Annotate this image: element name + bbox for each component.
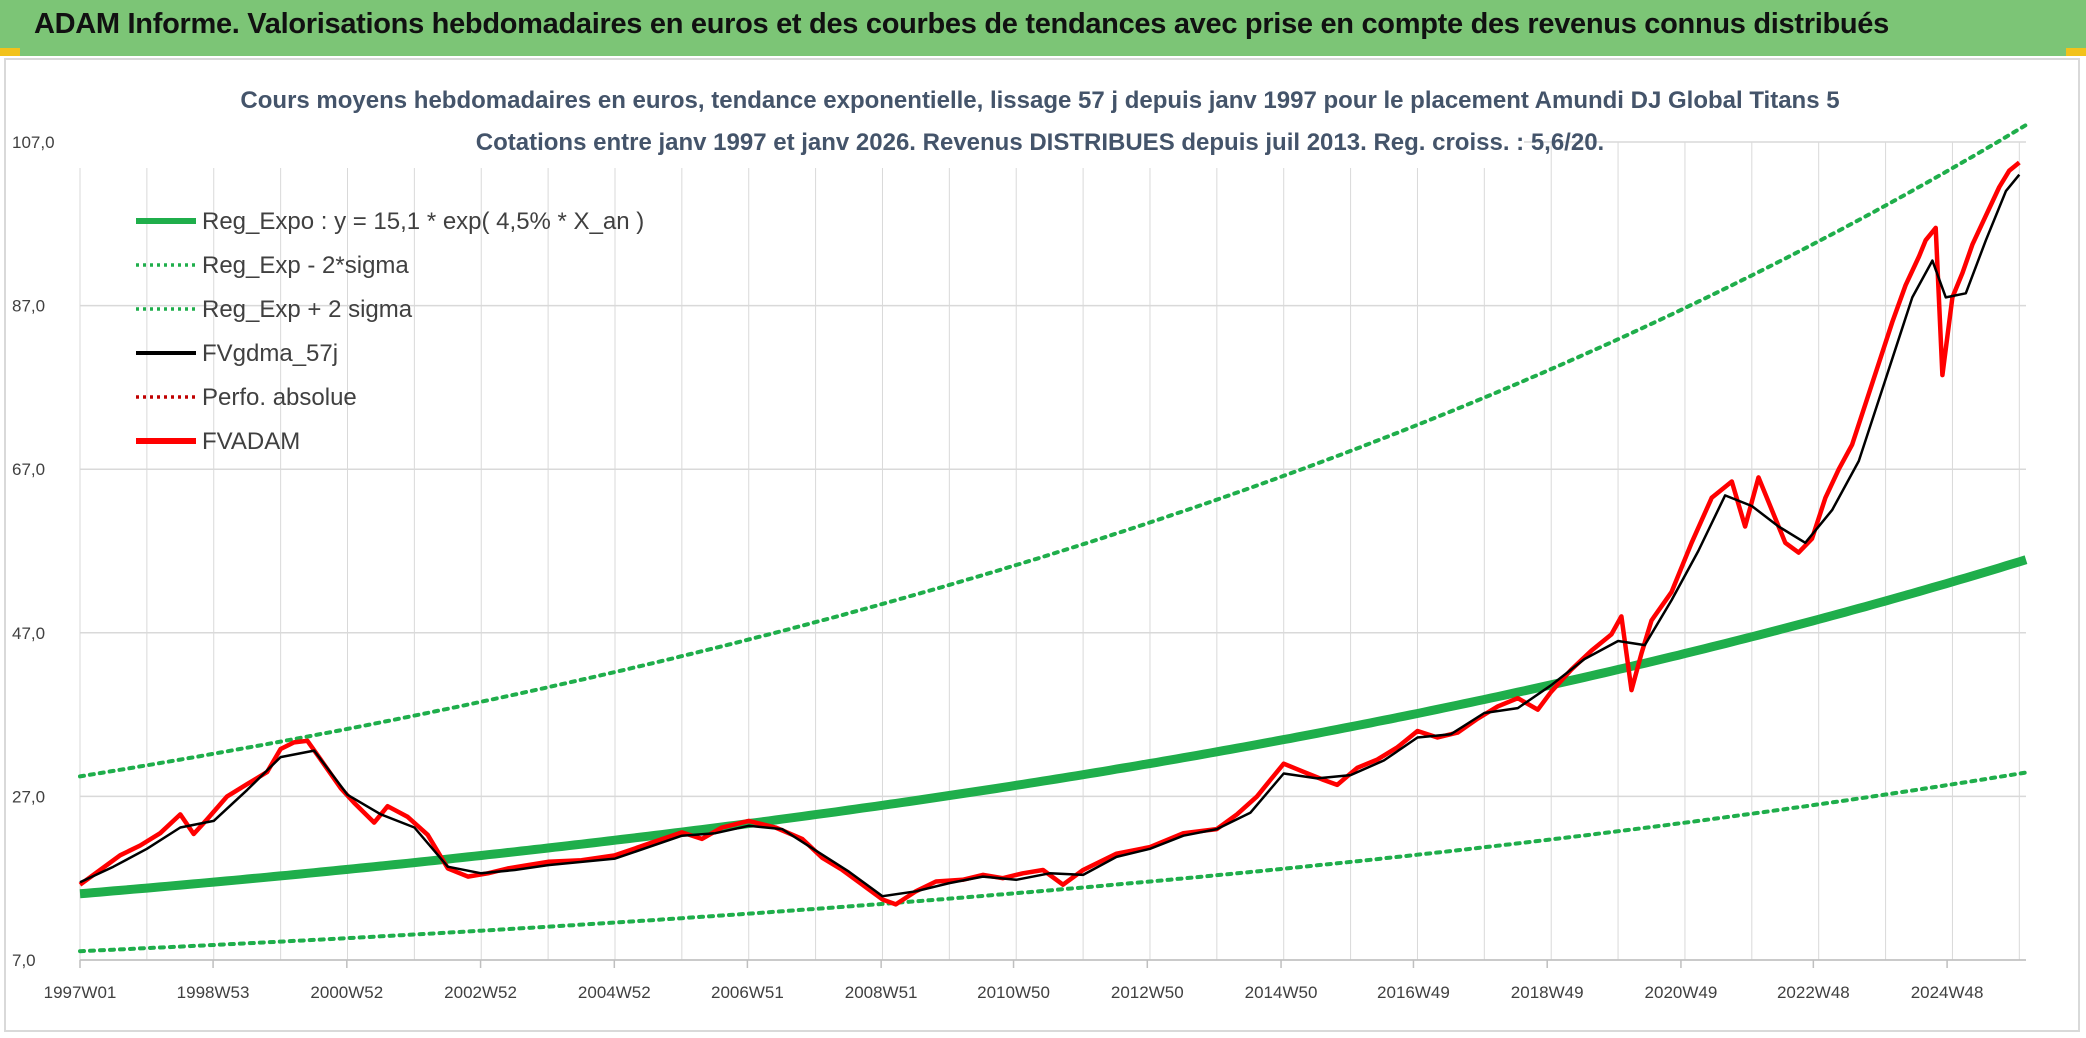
legend-label: Reg_Expo : y = 15,1 * exp( 4,5% * X_an ) [202,208,644,235]
page-title: ADAM Informe. Valorisations hebdomadaire… [34,8,1889,40]
x-tick-label: 2018W49 [1511,983,1584,1002]
y-tick-label: 87,0 [12,297,45,316]
chart-frame [4,58,2080,1032]
legend-entry: Perfo. absolue [136,384,357,411]
legend-entry: Reg_Expo : y = 15,1 * exp( 4,5% * X_an ) [136,208,644,235]
x-tick-label: 2020W49 [1645,983,1718,1002]
chart-title: Cours moyens hebdomadaires en euros, ten… [240,87,1839,114]
legend-entry: Reg_Exp - 2*sigma [136,252,409,279]
x-tick-label: 2008W51 [845,983,918,1002]
x-tick-label: 2012W50 [1111,983,1184,1002]
x-tick-label: 2010W50 [977,983,1050,1002]
x-tick-label: 2024W48 [1911,983,1984,1002]
x-tick-label: 1997W01 [44,983,117,1002]
series-layer [78,123,2028,954]
x-tick-label: 2014W50 [1245,983,1318,1002]
legend-label: Reg_Exp - 2*sigma [202,252,409,279]
x-tick-label: 1998W53 [177,983,250,1002]
legend-label: FVgdma_57j [202,340,338,367]
chart-subtitle: Cotations entre janv 1997 et janv 2026. … [476,129,1604,156]
x-tick-label: 2002W52 [444,983,517,1002]
x-tick-label: 2000W52 [310,983,383,1002]
legend-label: Perfo. absolue [202,384,357,411]
legend-label: FVADAM [202,428,300,455]
chart-title-backdrop [74,94,1524,168]
reg-exp-minus-2sigma-line [78,770,2028,954]
y-tick-label: 107,0 [12,133,55,152]
reg-expo-line [79,555,2028,899]
x-tick-label: 2016W49 [1377,983,1450,1002]
fvgdma-57j-line [79,173,2021,898]
y-tick-label: 47,0 [12,624,45,643]
x-tick-label: 2004W52 [578,983,651,1002]
axis-ticks: 7,0 27,0 47,0 67,0 87,0 107,0 1997W01 1998W53 20… [12,133,2026,1002]
banner-corner-right [2066,48,2086,56]
legend-entry: Reg_Exp + 2 sigma [136,296,413,323]
legend: Reg_Expo : y = 15,1 * exp( 4,5% * X_an )… [136,208,644,455]
header-banner: ADAM Informe. Valorisations hebdomadaire… [0,0,2086,56]
y-tick-label: 7,0 [12,951,36,970]
y-tick-label: 67,0 [12,460,45,479]
banner-corner-left [0,48,20,56]
legend-entry: FVADAM [136,428,300,455]
legend-entry: FVgdma_57j [136,340,338,367]
y-tick-label: 27,0 [12,787,45,806]
legend-label: Reg_Exp + 2 sigma [202,296,413,323]
reg-exp-plus-2sigma-line [78,123,2028,779]
x-tick-label: 2022W48 [1777,983,1850,1002]
x-tick-label: 2006W51 [711,983,784,1002]
